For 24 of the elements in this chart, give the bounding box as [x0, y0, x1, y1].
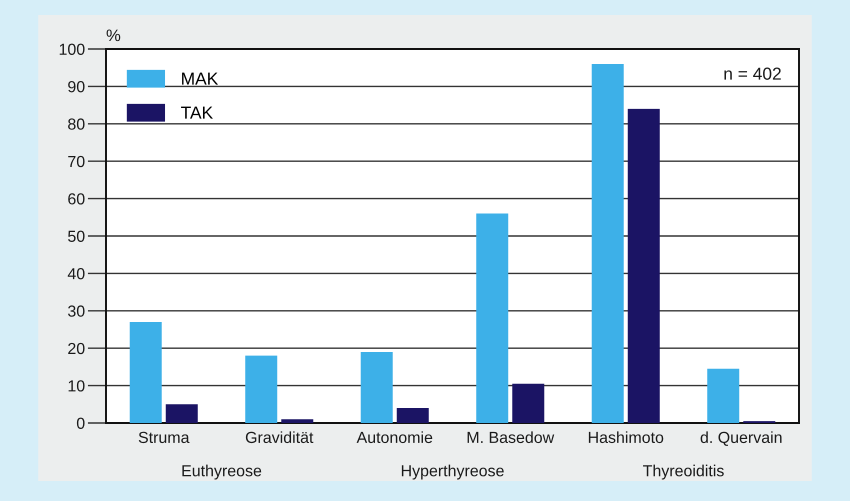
- y-tick-label: 30: [68, 305, 85, 317]
- y-tick-label: 10: [68, 380, 85, 392]
- x-tick-label: Autonomie: [356, 431, 432, 444]
- y-axis-title: %: [106, 29, 120, 42]
- legend-label: MAK: [182, 72, 218, 85]
- x-tick-label: Hashimoto: [588, 431, 664, 444]
- x-tick-label: Struma: [138, 432, 190, 444]
- y-tick-label: 100: [60, 44, 85, 55]
- text: Euthyreose: [182, 464, 262, 480]
- x-tick-label: Gravidität: [246, 431, 314, 444]
- y-tick-label: 20: [68, 342, 85, 354]
- y-tick-label: 40: [68, 268, 85, 280]
- text: Thyreoiditis: [643, 464, 724, 480]
- y-tick-label: 80: [68, 118, 85, 130]
- y-tick-label: 60: [68, 193, 85, 205]
- legend-label: TAK: [181, 106, 213, 119]
- y-tick-label: 0: [76, 418, 85, 429]
- x-tick-label: M. Basedow: [468, 431, 554, 444]
- y-tick-label: 90: [68, 81, 85, 92]
- annotation: n = 402: [724, 68, 781, 80]
- y-tick-label: 50: [68, 230, 85, 242]
- x-tick-label: d. Quervain: [700, 431, 782, 446]
- y-tick-label: 70: [68, 156, 85, 168]
- text: Hyperthyreose: [402, 464, 504, 480]
